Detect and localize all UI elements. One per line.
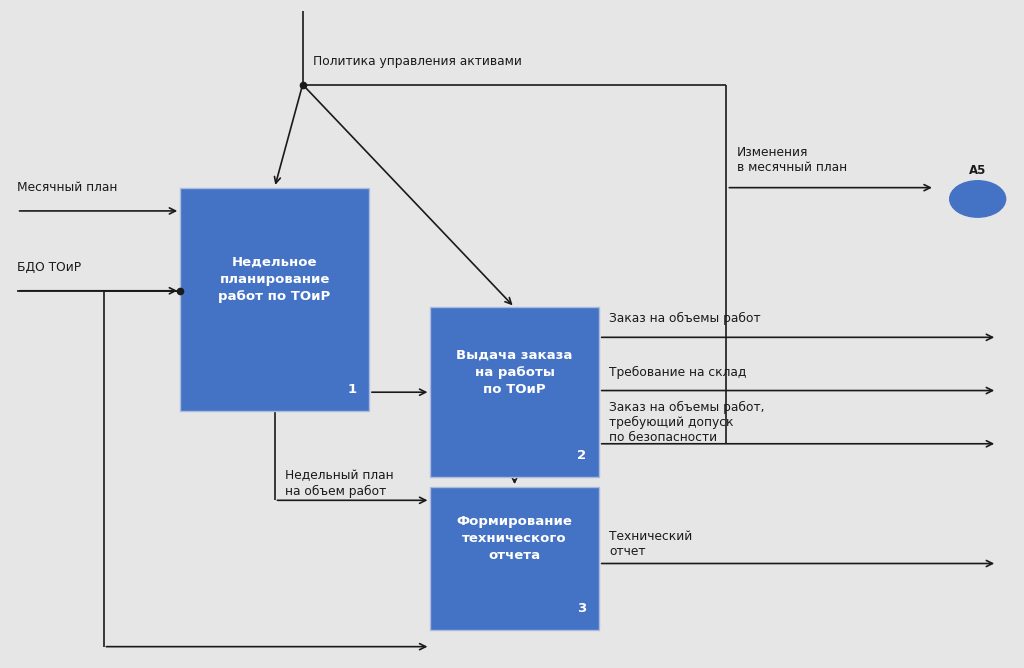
- FancyBboxPatch shape: [180, 188, 369, 411]
- FancyBboxPatch shape: [430, 307, 599, 477]
- Text: Выдача заказа
на работы
по ТОиР: Выдача заказа на работы по ТОиР: [457, 349, 572, 395]
- FancyBboxPatch shape: [430, 487, 599, 630]
- Text: Заказ на объемы работ: Заказ на объемы работ: [609, 312, 761, 325]
- Text: 1: 1: [348, 383, 356, 396]
- Text: Требование на склад: Требование на склад: [609, 365, 746, 379]
- Text: Технический
отчет: Технический отчет: [609, 530, 692, 558]
- Text: Изменения
в месячный план: Изменения в месячный план: [736, 146, 847, 174]
- Text: Политика управления активами: Политика управления активами: [313, 55, 522, 68]
- Text: Формирование
технического
отчета: Формирование технического отчета: [457, 515, 572, 562]
- Text: 2: 2: [578, 450, 587, 462]
- Text: БДО ТОиР: БДО ТОиР: [16, 261, 81, 274]
- Text: 3: 3: [578, 603, 587, 615]
- Circle shape: [949, 181, 1006, 217]
- Text: Недельное
планирование
работ по ТОиР: Недельное планирование работ по ТОиР: [218, 256, 331, 303]
- Text: Месячный план: Месячный план: [16, 181, 117, 194]
- Text: Заказ на объемы работ,
требующий допуск
по безопасности: Заказ на объемы работ, требующий допуск …: [609, 401, 765, 444]
- Text: A5: A5: [969, 164, 986, 178]
- Text: Недельный план
на объем работ: Недельный план на объем работ: [285, 470, 393, 498]
